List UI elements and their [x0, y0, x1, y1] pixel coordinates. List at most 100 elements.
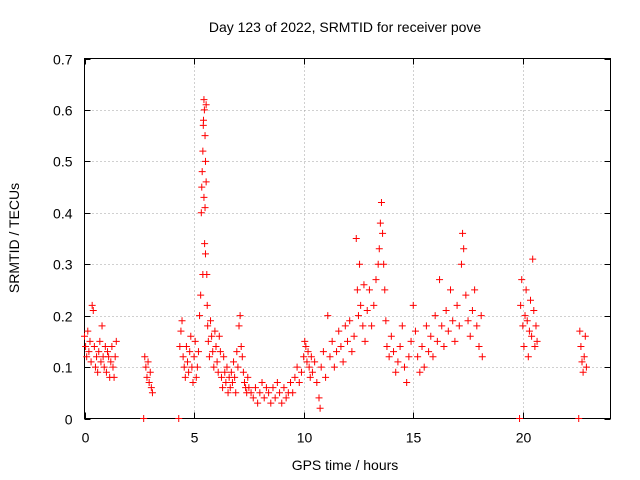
data-point — [198, 168, 206, 176]
data-point — [102, 368, 110, 376]
data-point — [91, 363, 99, 371]
data-point — [376, 219, 384, 227]
data-point — [230, 358, 238, 366]
data-point — [177, 327, 185, 335]
data-point — [235, 322, 243, 330]
data-point — [457, 260, 465, 268]
data-point — [516, 415, 524, 422]
data-point — [95, 348, 103, 356]
data-point — [440, 343, 448, 350]
data-point — [147, 384, 155, 392]
data-point — [341, 322, 349, 330]
data-point — [324, 312, 332, 320]
data-point — [182, 343, 190, 350]
data-point — [84, 327, 92, 335]
data-point — [317, 363, 325, 371]
data-point — [101, 343, 109, 350]
data-point — [181, 373, 189, 381]
data-point — [360, 281, 368, 289]
data-point — [202, 178, 210, 186]
data-point — [527, 296, 535, 304]
data-point — [444, 327, 452, 335]
data-point — [256, 389, 264, 397]
data-point — [143, 373, 151, 381]
data-point — [308, 368, 316, 376]
data-point — [96, 337, 104, 345]
x-tick-label: 0 — [82, 430, 90, 446]
data-point — [110, 373, 118, 381]
data-point — [214, 368, 222, 376]
data-point — [520, 343, 528, 350]
data-point — [322, 373, 330, 381]
data-point — [295, 379, 303, 386]
data-point — [224, 389, 232, 397]
data-point — [204, 322, 212, 330]
data-point — [186, 348, 194, 356]
data-point — [578, 358, 586, 366]
data-point — [326, 353, 334, 361]
x-axis-label: GPS time / hours — [292, 457, 399, 473]
data-point — [203, 271, 211, 278]
data-point — [269, 384, 277, 392]
data-point — [438, 322, 446, 330]
data-point — [244, 373, 252, 381]
data-point — [414, 353, 422, 361]
data-point — [352, 235, 360, 242]
data-point — [221, 368, 229, 376]
data-point — [344, 337, 351, 345]
data-point — [212, 343, 220, 350]
data-point — [335, 327, 343, 335]
data-point — [234, 363, 242, 371]
data-point — [372, 276, 380, 284]
data-point — [370, 301, 378, 309]
data-point — [233, 348, 241, 356]
data-point — [267, 399, 275, 407]
data-point — [193, 363, 201, 371]
data-point — [409, 301, 417, 309]
data-point — [315, 394, 323, 402]
data-point — [396, 343, 404, 350]
data-point — [215, 332, 223, 340]
data-point — [425, 348, 433, 356]
data-point — [90, 343, 98, 350]
data-point — [201, 250, 209, 258]
data-point — [98, 322, 106, 330]
y-tick-label: 0.6 — [53, 103, 73, 119]
data-point — [477, 312, 485, 320]
data-point — [86, 337, 94, 345]
data-point — [217, 373, 225, 381]
y-tick-label: 0 — [65, 412, 73, 428]
data-point — [199, 147, 207, 155]
plot-frame — [84, 58, 611, 419]
data-point — [82, 343, 90, 350]
data-point — [330, 363, 338, 371]
data-point — [532, 322, 540, 330]
data-point — [455, 322, 463, 330]
data-point — [436, 276, 444, 284]
data-point — [88, 301, 96, 309]
data-point — [375, 245, 383, 253]
data-point — [582, 363, 590, 371]
data-point — [287, 379, 295, 386]
data-point — [249, 394, 257, 402]
data-point — [109, 363, 117, 371]
data-point — [105, 353, 113, 361]
data-point — [204, 337, 212, 345]
data-point — [303, 358, 311, 366]
y-tick-label: 0.3 — [53, 257, 73, 273]
data-point — [471, 286, 479, 294]
data-point — [400, 363, 408, 371]
data-point — [418, 343, 426, 350]
data-point — [85, 348, 93, 356]
data-point — [239, 368, 247, 376]
data-point — [533, 337, 541, 345]
data-point — [219, 384, 227, 392]
data-point — [200, 116, 208, 124]
data-point — [379, 229, 387, 237]
data-point — [112, 337, 120, 345]
data-point — [93, 353, 101, 361]
data-point — [148, 389, 156, 397]
data-point — [223, 363, 231, 371]
data-point — [201, 132, 209, 140]
data-point — [447, 286, 455, 294]
